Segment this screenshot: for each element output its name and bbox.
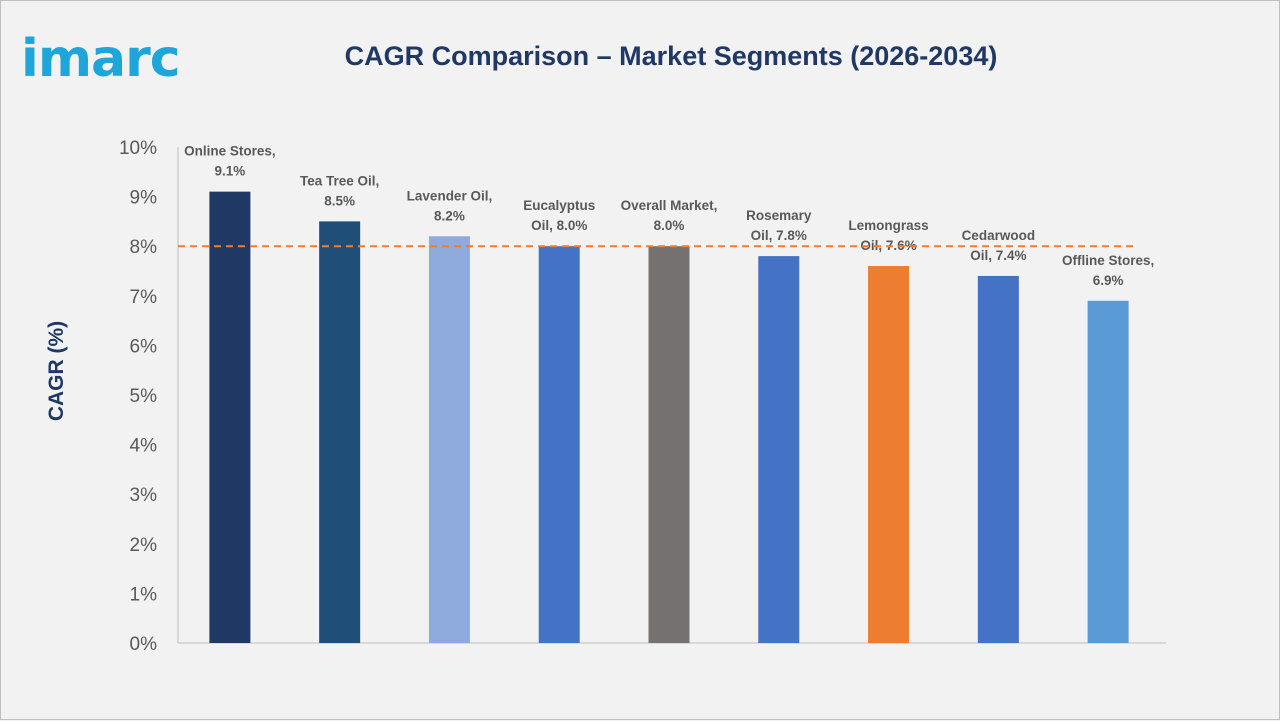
y-tick-label: 9% bbox=[130, 188, 158, 209]
data-label: Lemongrass bbox=[848, 218, 928, 233]
bar-lemongrass-oil bbox=[868, 266, 910, 643]
data-label: Rosemary bbox=[746, 208, 812, 223]
y-tick-label: 4% bbox=[130, 436, 158, 457]
data-label: Oil, 7.4% bbox=[970, 248, 1026, 263]
y-tick-label: 7% bbox=[130, 287, 158, 308]
data-label: 8.2% bbox=[434, 208, 465, 223]
data-label: Overall Market, bbox=[621, 198, 718, 213]
bar-rosemary-oil bbox=[758, 256, 800, 643]
y-tick-label: 10% bbox=[119, 138, 157, 159]
y-tick-label: 8% bbox=[130, 237, 158, 258]
bar-cedarwood-oil bbox=[977, 275, 1019, 643]
data-label: Offline Stores, bbox=[1062, 253, 1154, 268]
y-tick-label: 6% bbox=[130, 336, 158, 357]
data-label: Online Stores, bbox=[184, 144, 276, 159]
data-label: 8.5% bbox=[324, 193, 355, 208]
bar-online-stores bbox=[209, 191, 251, 643]
data-label: 8.0% bbox=[654, 218, 685, 233]
y-tick-label: 5% bbox=[130, 386, 158, 407]
data-label: Oil, 7.8% bbox=[751, 228, 807, 243]
data-label: 9.1% bbox=[214, 164, 245, 179]
y-tick-label: 1% bbox=[130, 584, 158, 605]
bar-eucalyptus-oil bbox=[538, 246, 580, 643]
y-tick-label: 2% bbox=[130, 535, 158, 556]
data-label: Cedarwood bbox=[962, 228, 1036, 243]
chart-title: CAGR Comparison – Market Segments (2026-… bbox=[344, 41, 998, 71]
data-label: 6.9% bbox=[1093, 273, 1124, 288]
data-label: Tea Tree Oil, bbox=[300, 173, 379, 188]
data-label: Eucalyptus bbox=[523, 198, 595, 213]
y-tick-label: 3% bbox=[130, 485, 158, 506]
bar-overall-market bbox=[648, 246, 690, 643]
y-tick-label: 0% bbox=[130, 634, 158, 655]
bar-offline-stores bbox=[1087, 300, 1129, 643]
bar-tea-tree-oil bbox=[319, 221, 361, 643]
bar-lavender-oil bbox=[428, 236, 470, 643]
data-label: Lavender Oil, bbox=[407, 188, 493, 203]
imarc-logo: imarc bbox=[21, 29, 181, 89]
data-label: Oil, 8.0% bbox=[531, 218, 587, 233]
